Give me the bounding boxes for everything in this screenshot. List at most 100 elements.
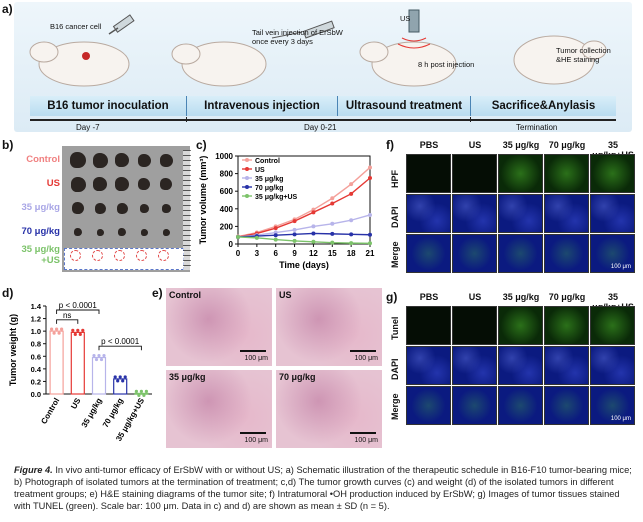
fluorescence-image: 100 μm [590,234,635,273]
note-tail-vein: Tail vein injection of ErSbW once every … [252,28,343,46]
column-header: 35 μg/kg [502,292,540,302]
column-header: 35 μg/kg [502,140,540,150]
note-b16: B16 cancer cell [50,22,102,31]
sample-dot [137,393,141,397]
data-point [330,231,335,236]
row-header: HPF [390,170,400,188]
legend-label: 35 μg/kg [255,176,283,183]
tumor-specimen [96,228,104,236]
scale-bar [350,432,376,434]
significance-bracket [56,319,79,324]
fluorescence-image [590,194,635,233]
tumor-specimen [118,228,126,236]
stage-sacrifice: Sacrifice&Anylasis [491,100,596,112]
tumor-volume-chart: 0 200 400 600 800 1000 0 3 6 9 12 15 18 21 Time (days)… [198,152,375,270]
panel-label-d: d) [2,286,14,300]
sample-dot [102,353,106,358]
tumor-specimen [115,153,129,167]
x-tick-label: 21 [366,249,375,258]
schematic-panel: B16 cancer cell Tail vein injection of E… [14,2,632,132]
tumor-specimen [72,202,84,214]
sample-dot [142,393,146,397]
note-tumor-collection: Tumor collection &HE staining [556,46,611,64]
panel-label-g: g) [386,290,398,304]
bar [134,392,149,395]
sample-dot [71,328,75,332]
he-group-label: 70 μg/kg [279,372,316,382]
sample-dot [118,375,122,379]
figure-caption: Figure 4. In vivo anti-tumor efficacy of… [14,464,632,512]
note-post-injection: 8 h post injection [418,60,475,69]
y-axis-label: Tumor weight (g) [8,314,18,386]
fluorescence-image: 100 μm [590,386,635,425]
caption-figure-number: Figure 4. [14,465,53,475]
series-line [237,232,371,238]
data-point [311,210,316,215]
significance-label: p < 0.0001 [101,337,140,346]
scale-bar-label: 100 μm [244,437,269,444]
sample-dot [81,328,85,332]
legend-label: US [255,167,265,174]
tumor-weight-chart: 0.0 0.2 0.4 0.6 0.8 1.0 1.2 1.4 Tumor weight (g)… [8,301,152,443]
timeline-axis [30,117,616,122]
data-point [311,239,316,244]
scale-bar [240,432,266,434]
empty-tumor-marker [114,250,125,261]
tumor-specimen [139,203,149,213]
legend-marker [245,176,249,180]
syringe-icon [108,14,135,35]
data-point [330,240,335,245]
fluorescence-image [590,306,635,345]
y-tick-label: 800 [220,170,234,179]
tumor-row-label: 35 μg/kg [21,202,60,213]
data-point [349,218,354,223]
fluorescence-image [498,386,543,425]
sample-dot [55,327,59,331]
panel-label-f: f) [386,138,394,152]
ultrasound-probe-icon [397,9,431,49]
tumor-specimen [161,203,171,213]
stage-injection: Intravenous injection [204,100,320,112]
bar [91,356,107,395]
plot-frame [237,155,371,245]
legend-marker [245,167,249,171]
y-tick-label: 200 [220,222,234,231]
fluorescence-image [498,234,543,273]
fluorescence-image [498,346,543,385]
x-tick-label: US [69,396,83,411]
y-tick-label: 1000 [215,152,233,161]
data-point [311,224,316,229]
y-tick-label: 600 [220,187,234,196]
data-point [273,237,278,242]
y-axis-label: Tumor volume (mm³) [198,156,208,245]
legend-label: 70 μg/kg [255,185,283,192]
column-header: US [468,292,482,302]
sample-dot [57,331,61,335]
panel-label-b: b) [2,138,14,152]
data-point [368,212,372,217]
he-micrograph: US 100 μm [276,288,382,366]
fluorescence-image [544,154,589,193]
scale-bar-label: 100 μm [244,355,269,362]
empty-tumor-marker [70,250,81,261]
scale-bar-label: 100 μm [354,355,379,362]
data-point [368,165,372,170]
stage-ultrasound: Ultrasound treatment [345,100,463,112]
x-axis-label: Time (days) [279,260,329,270]
fluorescence-image [452,346,497,385]
empty-tumor-marker [92,250,103,261]
sample-dot [113,375,117,379]
legend-label: Control [255,158,280,165]
x-tick-label: 18 [347,249,356,258]
column-header: US [468,140,482,150]
note-us: US [400,14,411,23]
caption-text: In vivo anti-tumor efficacy of ErSbW wit… [14,465,632,511]
data-point [273,233,278,238]
tumor-specimen [116,202,128,214]
data-point [368,232,372,237]
timeline-day-range: Day 0-21 [304,123,337,132]
tumor-specimen [138,178,150,190]
fluorescence-image [544,194,589,233]
fluorescence-image [406,154,451,193]
